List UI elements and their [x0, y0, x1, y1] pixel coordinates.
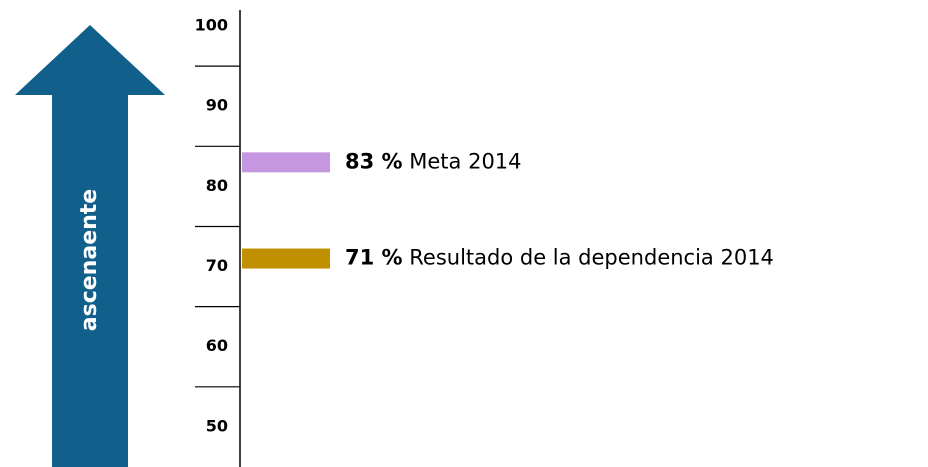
bar-label: 83 % Meta 2014 [345, 149, 522, 173]
y-tick-label: 60 [206, 336, 228, 355]
series-name: Meta 2014 [409, 149, 521, 173]
y-tick-label: 70 [206, 256, 228, 275]
bar [242, 152, 330, 173]
value-label: 83 % [345, 149, 403, 173]
series-name: Resultado de la dependencia 2014 [409, 246, 774, 270]
bar-label: 71 % Resultado de la dependencia 2014 [345, 246, 774, 270]
y-tick-label: 50 [206, 416, 228, 435]
bar [242, 248, 330, 269]
value-label: 71 % [345, 246, 403, 270]
arrow-label: ascenaente [77, 189, 102, 331]
arrow [15, 25, 165, 467]
y-tick-label: 80 [206, 176, 228, 195]
y-tick-label: 100 [195, 16, 228, 35]
y-tick-label: 90 [206, 96, 228, 115]
